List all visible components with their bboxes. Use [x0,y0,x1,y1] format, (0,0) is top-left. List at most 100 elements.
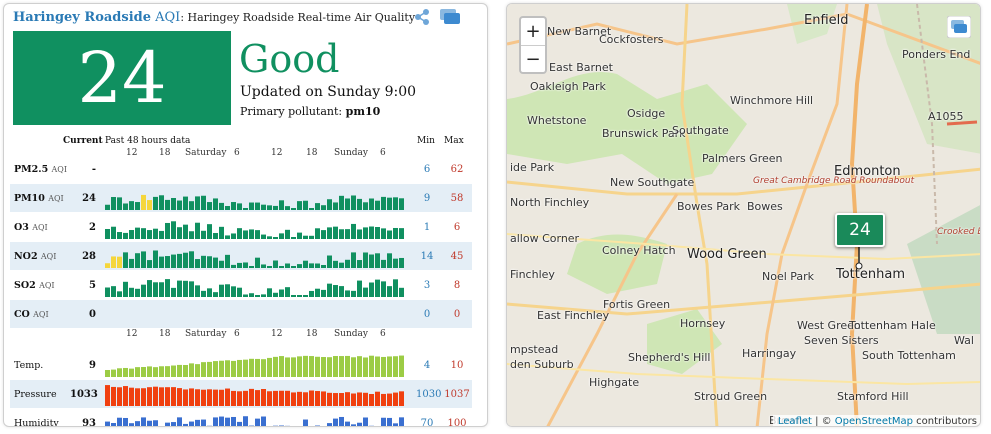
place-label: Bowes [747,200,783,213]
sparkline-bar [171,422,176,426]
axis-tick-label: 18 [159,148,171,158]
sparkline-bar [255,202,260,210]
sparkline-bar [225,388,230,406]
sparkline-bar [219,226,224,239]
sparkline-bar [357,198,362,210]
sparkline-bar [315,391,320,406]
place-label: New Southgate [610,176,695,189]
sparkline-bar [291,426,296,427]
pollutant-row[interactable]: PM2.5 AQI - 6 62 [10,155,472,183]
place-label: East Finchley [537,309,610,322]
sparkline-bar [219,284,224,297]
sparkline-bar [369,355,374,377]
history-sparkline [105,300,415,328]
sparkline-bar [249,293,254,297]
pollutant-row[interactable]: SO2 AQI 5 3 8 [10,271,472,299]
sparkline-bar [351,290,356,297]
sparkline-bar [363,357,368,377]
place-label: North Finchley [510,196,590,209]
sparkline-bar [153,420,158,426]
pollutant-row[interactable]: CO AQI 0 0 0 [10,300,472,328]
map-canvas[interactable]: + − Enfield New Barnet Cockfosters Ponders … [507,4,980,427]
share-icon[interactable] [414,8,430,26]
leaflet-link[interactable]: Leaflet [777,416,812,427]
row-unit: AQI [32,223,48,232]
sparkline-bar [267,357,272,377]
sparkline-bar [333,202,338,210]
sparkline-bar [171,365,176,377]
row-name: NO2 [14,251,38,262]
map-panel[interactable]: + − Enfield New Barnet Cockfosters Ponders … [506,3,981,427]
weather-row[interactable]: Temp. 9 4 10 [10,351,472,379]
place-label: Ponders End [902,48,971,61]
sparkline-bar [237,359,242,377]
station-name-link[interactable]: Haringey Roadside [13,10,151,25]
sparkline-bar [261,204,266,210]
sparkline-bar [315,228,320,239]
sparkline-bar [207,425,212,426]
sparkline-bar [183,365,188,377]
sparkline-bar [291,266,296,268]
sparkline-bar [285,263,290,268]
sparkline-bar [333,260,338,268]
sparkline-bar [399,228,404,239]
sparkline-bar [201,419,206,426]
sparkline-bar [309,356,314,377]
axis-tick-label: 6 [234,329,240,339]
pollutant-row[interactable]: O3 AQI 2 1 6 [10,213,472,241]
sparkline-bar [393,356,398,377]
pollutant-row[interactable]: PM10 AQI 24 9 58 [10,184,472,212]
sparkline-bar [117,197,122,210]
sparkline-bar [159,256,164,268]
row-name: PM2.5 [14,164,49,175]
sparkline-bar [123,367,128,377]
sparkline-bar [357,422,362,426]
widget-icon[interactable] [439,8,461,26]
current-value: - [91,164,96,175]
zoom-in-button[interactable]: + [521,18,545,46]
sparkline-bar [243,416,248,426]
sparkline-bar [399,391,404,406]
sparkline-bar [147,366,152,377]
sparkline-bar [117,387,122,406]
sparkline-bar [219,389,224,406]
sparkline-bar [339,393,344,406]
sparkline-bar [321,426,326,427]
row-label: Humidity [14,418,59,426]
history-header: Past 48 hours data [105,136,191,146]
sparkline-bar [213,257,218,268]
sparkline-bar [321,264,326,268]
sparkline-bar [333,393,338,406]
sparkline-bar [327,283,332,297]
row-label: CO AQI [14,309,49,320]
map-widget-icon[interactable] [947,16,971,38]
sparkline-bar [309,235,314,239]
sparkline-bar [321,230,326,239]
row-name: PM10 [14,193,45,204]
sparkline-bar [225,235,230,239]
sparkline-bar [267,266,272,268]
zoom-out-button[interactable]: − [525,49,541,70]
pollutant-row[interactable]: NO2 AQI 28 14 45 [10,242,472,270]
sparkline-bar [315,356,320,377]
osm-link[interactable]: OpenStreetMap [834,416,913,427]
sparkline-bar [291,392,296,406]
zoom-controls[interactable]: + − [519,16,547,74]
weather-row[interactable]: Humidity 93 70 100 [10,409,472,427]
axis-tick-label: Saturday [185,329,227,339]
sparkline-bar [141,194,146,210]
sparkline-bar [255,418,260,426]
sparkline-bar [171,221,176,239]
sparkline-bar [195,196,200,210]
sparkline-bar [195,419,200,426]
sparkline-bar [123,281,128,297]
sparkline-bar [171,254,176,268]
sparkline-bar [141,228,146,239]
station-marker[interactable]: 24 [835,213,885,247]
sparkline-bar [321,289,326,297]
weather-row[interactable]: Pressure 1033 1030 1037 [10,380,472,408]
sparkline-bar [267,288,272,297]
sparkline-bar [273,356,278,377]
sparkline-bar [231,264,236,268]
axis-tick-label: 12 [271,148,283,158]
